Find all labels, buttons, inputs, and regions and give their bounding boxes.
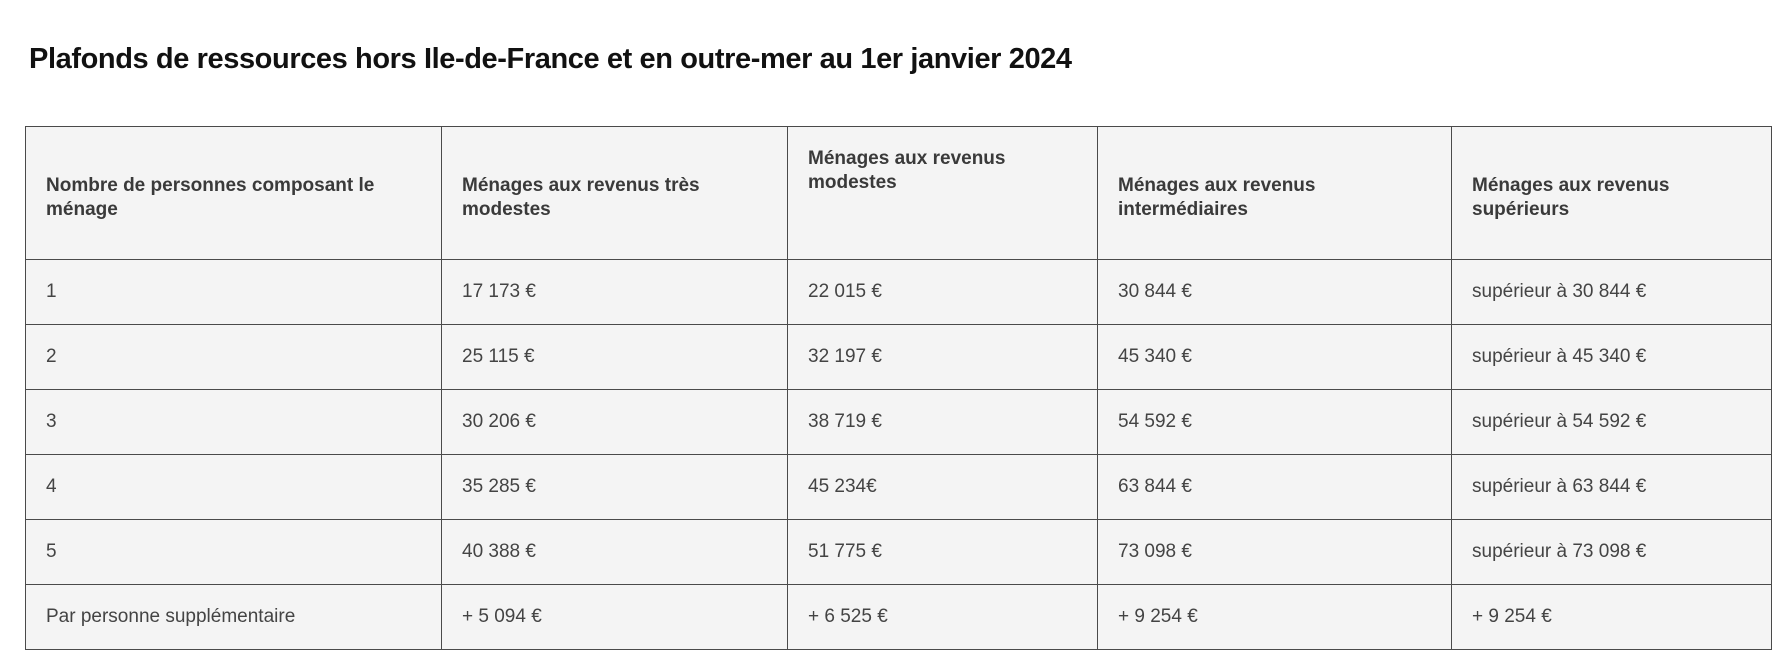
cell-superior: supérieur à 54 592 € xyxy=(1451,389,1772,455)
cell-modest: 22 015 € xyxy=(787,259,1098,325)
cell-very-modest: 30 206 € xyxy=(441,389,788,455)
header-modest: Ménages aux revenus modestes xyxy=(787,126,1098,260)
resource-ceilings-table: Nombre de personnes composant le ménage … xyxy=(25,126,1772,650)
cell-modest: + 6 525 € xyxy=(787,584,1098,650)
header-label: Ménages aux revenus très modestes xyxy=(462,175,700,220)
cell-very-modest: 17 173 € xyxy=(441,259,788,325)
header-label: Ménages aux revenus modestes xyxy=(808,148,1006,193)
cell-modest: 32 197 € xyxy=(787,324,1098,390)
cell-household-size: 5 xyxy=(25,519,442,585)
cell-very-modest: 35 285 € xyxy=(441,454,788,520)
cell-superior: supérieur à 63 844 € xyxy=(1451,454,1772,520)
table-row: 3 30 206 € 38 719 € 54 592 € supérieur à… xyxy=(25,389,1772,455)
header-superior: Ménages aux revenus supérieurs xyxy=(1451,126,1772,260)
cell-modest: 38 719 € xyxy=(787,389,1098,455)
cell-intermediate: + 9 254 € xyxy=(1097,584,1452,650)
table-row: Par personne supplémentaire + 5 094 € + … xyxy=(25,584,1772,650)
cell-very-modest: 25 115 € xyxy=(441,324,788,390)
cell-household-size: 1 xyxy=(25,259,442,325)
header-household-size: Nombre de personnes composant le ménage xyxy=(25,126,442,260)
table-row: 5 40 388 € 51 775 € 73 098 € supérieur à… xyxy=(25,519,1772,585)
cell-household-size: 3 xyxy=(25,389,442,455)
cell-household-size: Par personne supplémentaire xyxy=(25,584,442,650)
cell-intermediate: 45 340 € xyxy=(1097,324,1452,390)
page-title: Plafonds de ressources hors Ile-de-Franc… xyxy=(29,43,1072,75)
cell-intermediate: 73 098 € xyxy=(1097,519,1452,585)
header-label: Ménages aux revenus supérieurs xyxy=(1472,175,1670,220)
cell-superior: supérieur à 73 098 € xyxy=(1451,519,1772,585)
cell-very-modest: + 5 094 € xyxy=(441,584,788,650)
cell-very-modest: 40 388 € xyxy=(441,519,788,585)
header-label: Nombre de personnes composant le ménage xyxy=(46,175,375,220)
header-label: Ménages aux revenus intermédiaires xyxy=(1118,175,1316,220)
cell-household-size: 2 xyxy=(25,324,442,390)
cell-superior: supérieur à 30 844 € xyxy=(1451,259,1772,325)
header-intermediate: Ménages aux revenus intermédiaires xyxy=(1097,126,1452,260)
table-header-row: Nombre de personnes composant le ménage … xyxy=(25,126,1772,260)
table-row: 4 35 285 € 45 234€ 63 844 € supérieur à … xyxy=(25,454,1772,520)
cell-modest: 45 234€ xyxy=(787,454,1098,520)
cell-superior: supérieur à 45 340 € xyxy=(1451,324,1772,390)
cell-modest: 51 775 € xyxy=(787,519,1098,585)
table-row: 2 25 115 € 32 197 € 45 340 € supérieur à… xyxy=(25,324,1772,390)
cell-superior: + 9 254 € xyxy=(1451,584,1772,650)
cell-intermediate: 30 844 € xyxy=(1097,259,1452,325)
cell-household-size: 4 xyxy=(25,454,442,520)
table-row: 1 17 173 € 22 015 € 30 844 € supérieur à… xyxy=(25,259,1772,325)
header-very-modest: Ménages aux revenus très modestes xyxy=(441,126,788,260)
cell-intermediate: 63 844 € xyxy=(1097,454,1452,520)
cell-intermediate: 54 592 € xyxy=(1097,389,1452,455)
